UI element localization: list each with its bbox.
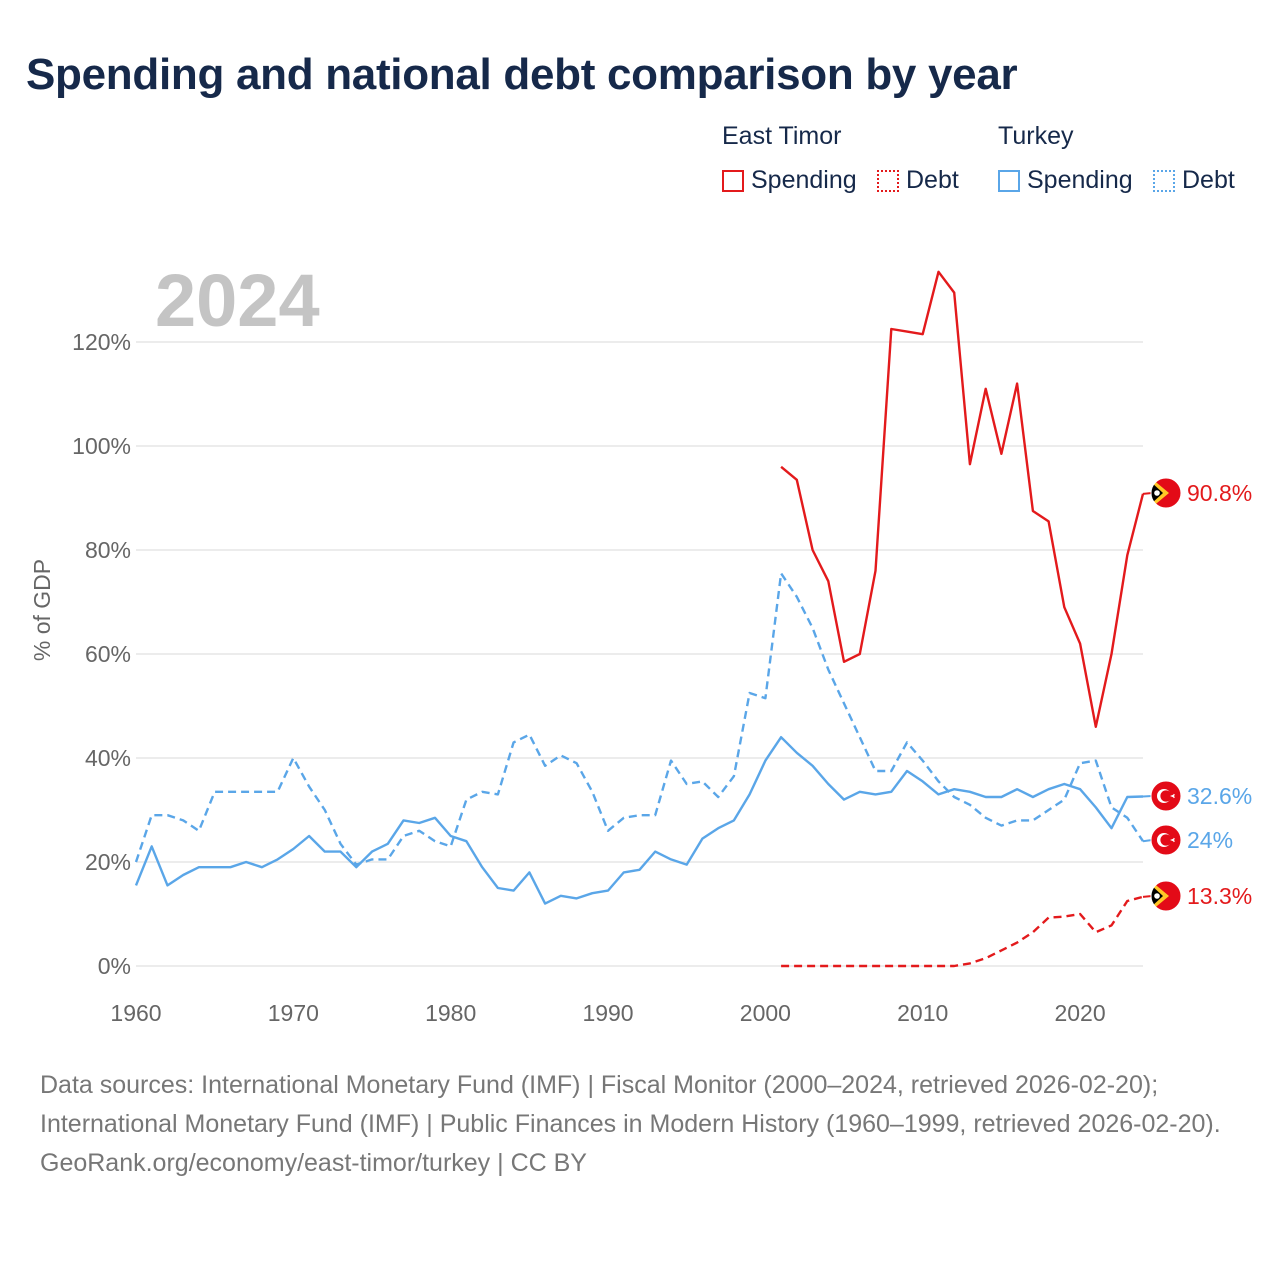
footer: Data sources: International Monetary Fun… — [40, 1066, 1240, 1183]
credit-link[interactable]: GeoRank.org/economy/east-timor/turkey | … — [40, 1149, 587, 1177]
year-watermark: 2024 — [155, 259, 320, 342]
x-tick-label: 1960 — [110, 1000, 161, 1026]
y-tick-label: 40% — [85, 745, 131, 771]
legend-label: Spending — [1027, 166, 1133, 194]
x-tick-label: 2010 — [897, 1000, 948, 1026]
dotted-line-swatch-icon — [1153, 169, 1175, 192]
chart-title: Spending and national debt comparison by… — [26, 50, 1018, 99]
legend-group-title: Turkey — [998, 122, 1074, 150]
legend-item-east-timor-debt[interactable]: Debt — [877, 166, 959, 195]
y-tick-label: 80% — [85, 537, 131, 563]
east-timor-flag-icon — [1150, 880, 1182, 912]
y-tick-label: 120% — [72, 329, 131, 355]
x-tick-label: 1980 — [425, 1000, 476, 1026]
dotted-line-swatch-icon — [877, 169, 899, 192]
series-line-turkey-spending[interactable] — [134, 736, 1144, 905]
end-labels: 90.8% 13.3% 32.6% 24% — [1142, 477, 1252, 912]
y-tick-label: 60% — [85, 641, 131, 667]
legend-group-title: East Timor — [722, 122, 842, 150]
legend-item-turkey-debt[interactable]: Debt — [1153, 166, 1235, 195]
line-chart: 0% 20% 40% 60% 80% 100% 120% 1960 1970 1980 1990 2… — [29, 270, 1252, 1026]
end-connector — [1142, 839, 1153, 843]
end-value-label: 13.3% — [1187, 883, 1252, 909]
x-tick-label: 2000 — [740, 1000, 791, 1026]
end-connector — [1142, 895, 1153, 898]
data-sources: Data sources: International Monetary Fun… — [40, 1071, 1221, 1138]
legend-label: Debt — [906, 166, 959, 194]
y-tick-label: 0% — [98, 953, 131, 979]
y-axis: 0% 20% 40% 60% 80% 100% 120% — [72, 329, 131, 979]
y-tick-label: 100% — [72, 433, 131, 459]
y-axis-title: % of GDP — [29, 559, 55, 661]
legend-item-east-timor-spending[interactable]: Spending — [722, 166, 857, 195]
x-tick-label: 1990 — [582, 1000, 633, 1026]
solid-line-swatch-icon — [998, 169, 1020, 192]
y-tick-label: 20% — [85, 849, 131, 875]
legend-label: Spending — [751, 166, 857, 194]
turkey-flag-icon — [1150, 780, 1182, 812]
legend-label: Debt — [1182, 166, 1235, 194]
turkey-flag-icon — [1150, 824, 1182, 856]
end-value-label: 32.6% — [1187, 783, 1252, 809]
end-value-label: 24% — [1187, 827, 1233, 853]
end-connector — [1142, 492, 1153, 495]
series-line-east-timor-debt[interactable] — [781, 895, 1144, 968]
end-value-label: 90.8% — [1187, 480, 1252, 506]
legend-item-turkey-spending[interactable]: Spending — [998, 166, 1133, 195]
series-lines — [134, 270, 1145, 968]
x-tick-label: 1970 — [268, 1000, 319, 1026]
solid-line-swatch-icon — [722, 169, 744, 192]
x-axis: 1960 1970 1980 1990 2000 2010 2020 — [110, 1000, 1105, 1026]
x-tick-label: 2020 — [1054, 1000, 1105, 1026]
east-timor-flag-icon — [1150, 477, 1182, 509]
series-line-east-timor-spending[interactable] — [780, 270, 1145, 728]
grid-lines — [136, 341, 1143, 967]
series-line-turkey-debt[interactable] — [134, 572, 1144, 866]
